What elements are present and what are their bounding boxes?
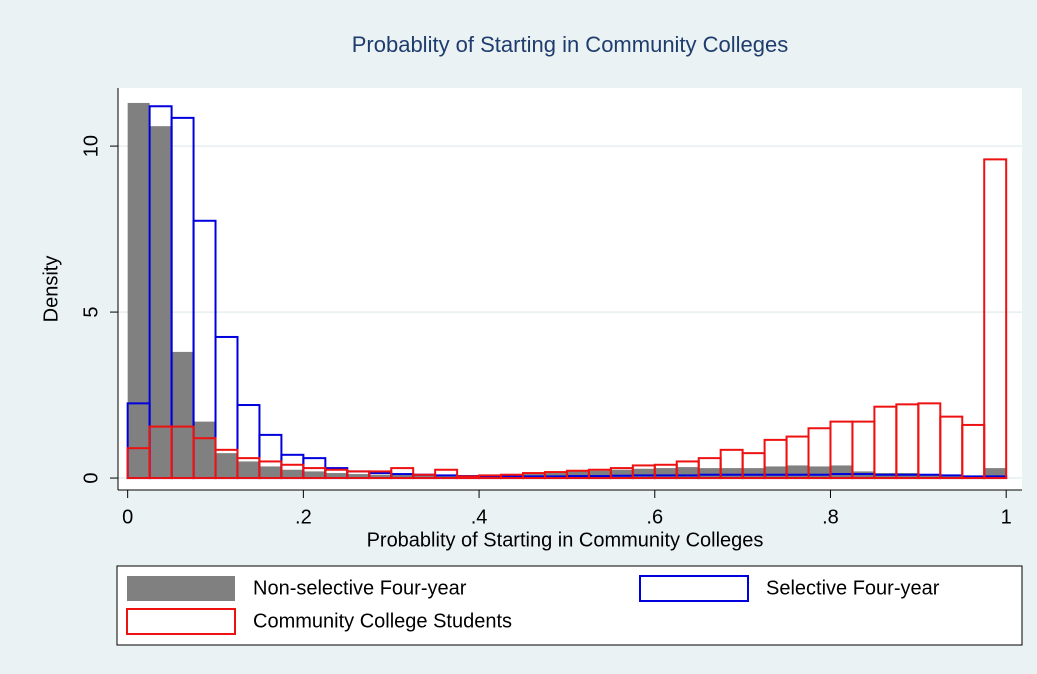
x-tick-label: 1 (1001, 506, 1012, 528)
histogram-bar (171, 351, 194, 479)
x-tick-label: 0 (122, 506, 133, 528)
histogram-bar (413, 475, 436, 479)
histogram-bar (281, 469, 304, 479)
y-tick-label: 5 (80, 307, 102, 318)
histogram-bar (456, 475, 481, 480)
legend-swatch (127, 576, 235, 601)
histogram-bar (127, 102, 150, 479)
x-tick-label: .4 (471, 506, 488, 528)
histogram-bar (610, 469, 633, 479)
legend-label: Non-selective Four-year (253, 577, 467, 599)
histogram-bar (940, 475, 963, 479)
histogram-bar (654, 468, 677, 479)
histogram-bar (303, 471, 326, 479)
chart-title: Probablity of Starting in Community Coll… (352, 32, 789, 57)
histogram-bar (983, 158, 1008, 480)
histogram-bar (742, 468, 765, 479)
histogram-bar (698, 468, 721, 479)
legend-label: Selective Four-year (766, 577, 940, 599)
x-tick-label: .8 (822, 506, 839, 528)
x-tick-label: .2 (295, 506, 312, 528)
histogram-bar (391, 474, 414, 479)
x-tick-label: .6 (646, 506, 663, 528)
y-tick-label: 10 (80, 135, 102, 157)
legend-label: Community College Students (253, 610, 512, 632)
x-axis-label: Probablity of Starting in Community Coll… (367, 529, 764, 551)
y-axis-label: Density (40, 256, 62, 323)
histogram-bar (390, 467, 415, 480)
histogram-bar (237, 461, 260, 479)
histogram-bar (786, 465, 809, 479)
legend (116, 565, 1023, 646)
histogram-bar (918, 474, 941, 479)
y-tick-label: 0 (80, 472, 102, 483)
legend-swatch (126, 608, 236, 635)
histogram-bar (434, 468, 459, 480)
histogram-bar (632, 468, 655, 479)
histogram-bar (984, 468, 1007, 479)
histogram-bar (369, 474, 392, 479)
histogram-bar (347, 474, 370, 479)
histogram-bar (764, 466, 787, 479)
histogram-bar (830, 465, 853, 479)
plot-area (118, 88, 1022, 490)
histogram-bar (566, 471, 589, 479)
histogram-bar (720, 468, 743, 479)
histogram-bar (808, 466, 831, 479)
histogram-bar (259, 466, 282, 479)
histogram-bar (676, 467, 699, 479)
histogram-bar (325, 473, 348, 479)
legend-swatch (639, 575, 749, 602)
histogram-bar (588, 470, 611, 479)
histogram-bar (193, 421, 216, 479)
histogram-bar (149, 126, 172, 479)
histogram-bar (215, 453, 238, 479)
histogram-bar (435, 475, 458, 479)
